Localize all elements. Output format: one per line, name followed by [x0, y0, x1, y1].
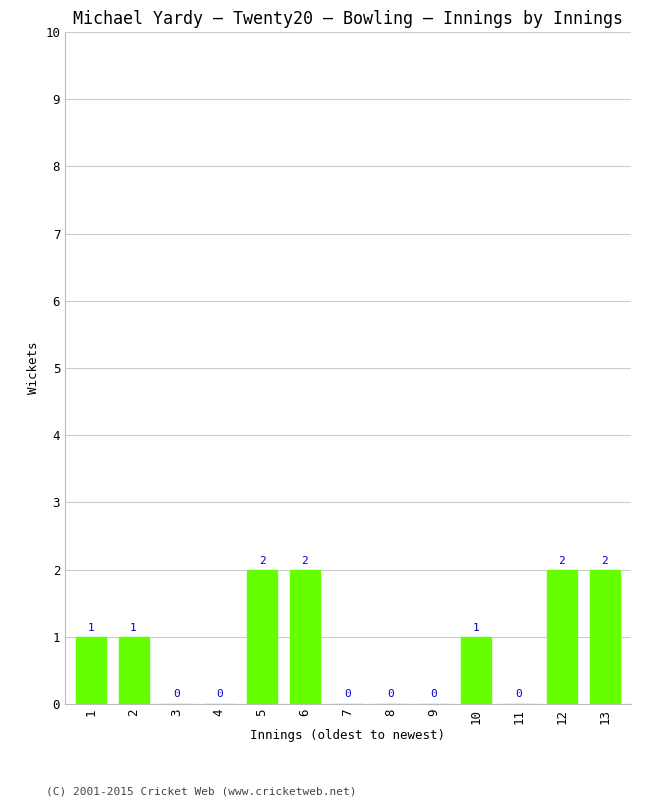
Text: 1: 1 — [130, 622, 137, 633]
Text: 0: 0 — [173, 689, 180, 698]
Y-axis label: Wickets: Wickets — [27, 342, 40, 394]
Bar — [547, 570, 577, 704]
Text: 0: 0 — [216, 689, 222, 698]
Bar — [590, 570, 620, 704]
Text: 0: 0 — [387, 689, 394, 698]
Bar — [462, 637, 491, 704]
Text: (C) 2001-2015 Cricket Web (www.cricketweb.net): (C) 2001-2015 Cricket Web (www.cricketwe… — [46, 786, 356, 796]
Text: 2: 2 — [558, 555, 566, 566]
Text: 0: 0 — [430, 689, 437, 698]
Text: 1: 1 — [87, 622, 94, 633]
Title: Michael Yardy – Twenty20 – Bowling – Innings by Innings: Michael Yardy – Twenty20 – Bowling – Inn… — [73, 10, 623, 28]
Bar — [118, 637, 149, 704]
Text: 0: 0 — [515, 689, 523, 698]
Text: 2: 2 — [259, 555, 265, 566]
Text: 1: 1 — [473, 622, 480, 633]
Text: 0: 0 — [344, 689, 351, 698]
Bar — [75, 637, 106, 704]
Bar — [247, 570, 277, 704]
Text: 2: 2 — [302, 555, 308, 566]
Text: 2: 2 — [601, 555, 608, 566]
Bar — [290, 570, 320, 704]
X-axis label: Innings (oldest to newest): Innings (oldest to newest) — [250, 730, 445, 742]
